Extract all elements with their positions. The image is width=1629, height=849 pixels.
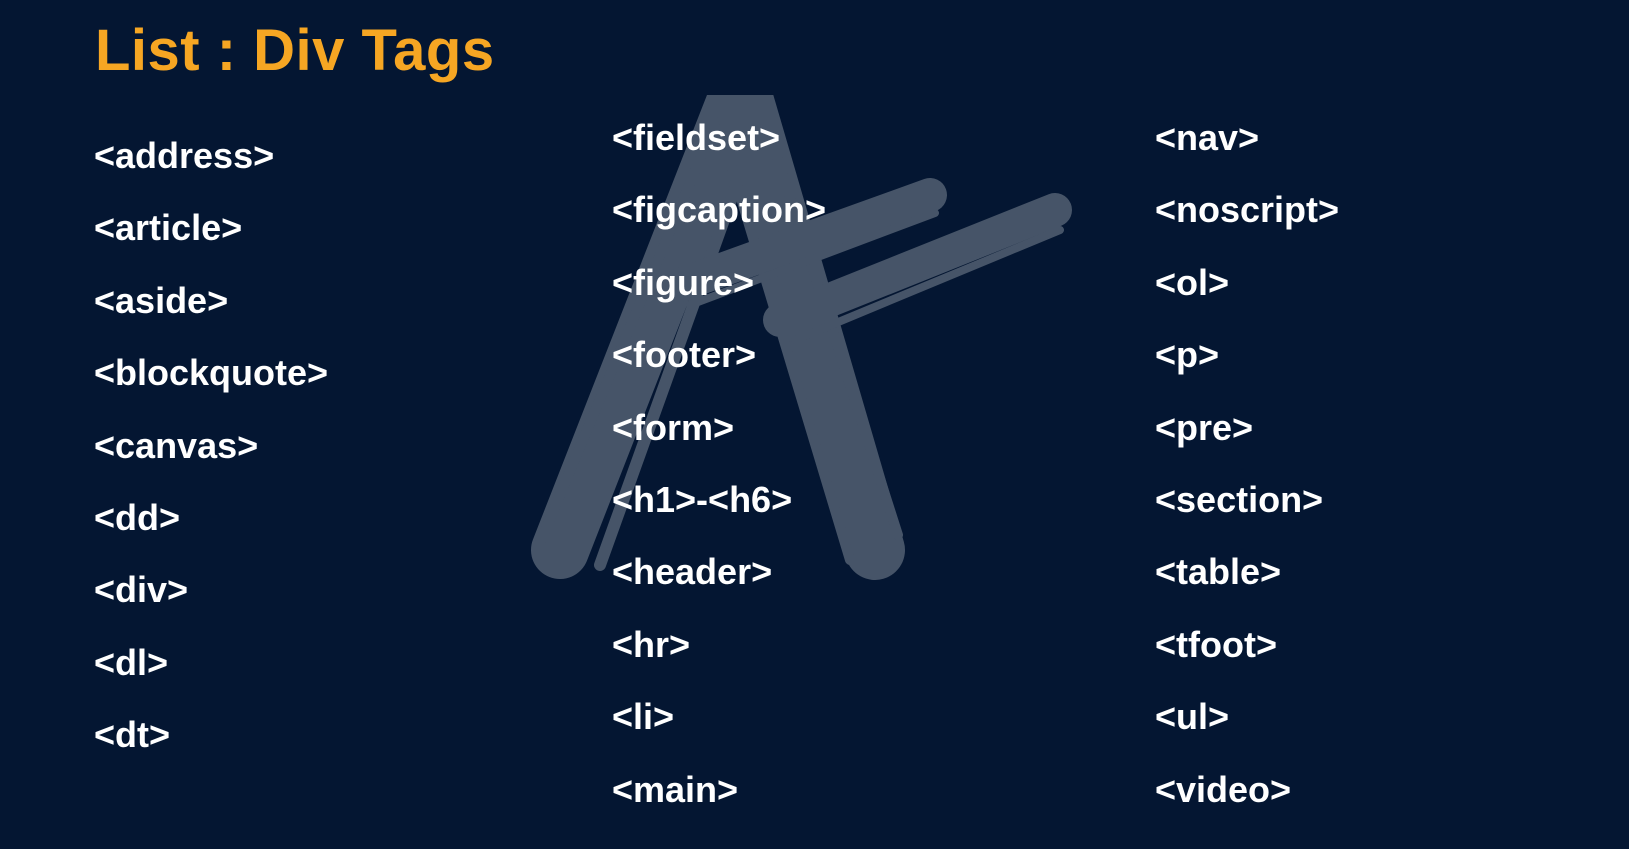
list-item: <figcaption> xyxy=(612,189,827,231)
list-item: <noscript> xyxy=(1155,189,1340,231)
tag-list-column-1: <address> <article> <aside> <blockquote>… xyxy=(94,120,328,772)
list-item: <nav> xyxy=(1155,117,1260,158)
list-item: <dt> xyxy=(94,714,171,756)
list-item: <dl> xyxy=(94,641,169,683)
list-item: <blockquote> xyxy=(94,352,329,394)
list-item: <tfoot> xyxy=(1155,623,1277,665)
list-item: <figure> xyxy=(612,261,755,303)
list-item: <footer> xyxy=(612,334,757,376)
list-item: <section> xyxy=(1155,478,1324,520)
brush-letter-a-logo-icon xyxy=(531,95,1072,580)
tag-list-column-3: <nav> <noscript> <ol> <p> <pre> <section… xyxy=(1155,102,1339,826)
list-item: <article> xyxy=(94,207,243,249)
slide-title: List : Div Tags xyxy=(95,18,495,83)
list-item: <table> xyxy=(1155,551,1282,593)
list-item: <header> xyxy=(612,551,773,593)
list-item: <p> xyxy=(1155,334,1220,376)
list-item: <pre> xyxy=(1155,406,1254,448)
list-item: <div> xyxy=(94,569,189,611)
list-item: <hr> xyxy=(612,623,691,665)
list-item: <ul> xyxy=(1155,696,1230,738)
list-item: <aside> xyxy=(94,279,229,321)
list-item: <canvas> xyxy=(94,424,259,466)
tag-list-column-2: <fieldset> <figcaption> <figure> <footer… xyxy=(612,102,826,826)
list-item: <main> xyxy=(612,768,739,810)
list-item: <li> xyxy=(612,696,675,738)
list-item: <ol> xyxy=(1155,261,1230,303)
list-item: <h1>-<h6> xyxy=(612,478,793,520)
list-item: <dd> xyxy=(94,496,181,538)
list-item: <fieldset> xyxy=(612,117,781,158)
list-item: <video> xyxy=(1155,768,1292,810)
list-item: <form> xyxy=(612,406,735,448)
list-item: <address> xyxy=(94,135,275,176)
